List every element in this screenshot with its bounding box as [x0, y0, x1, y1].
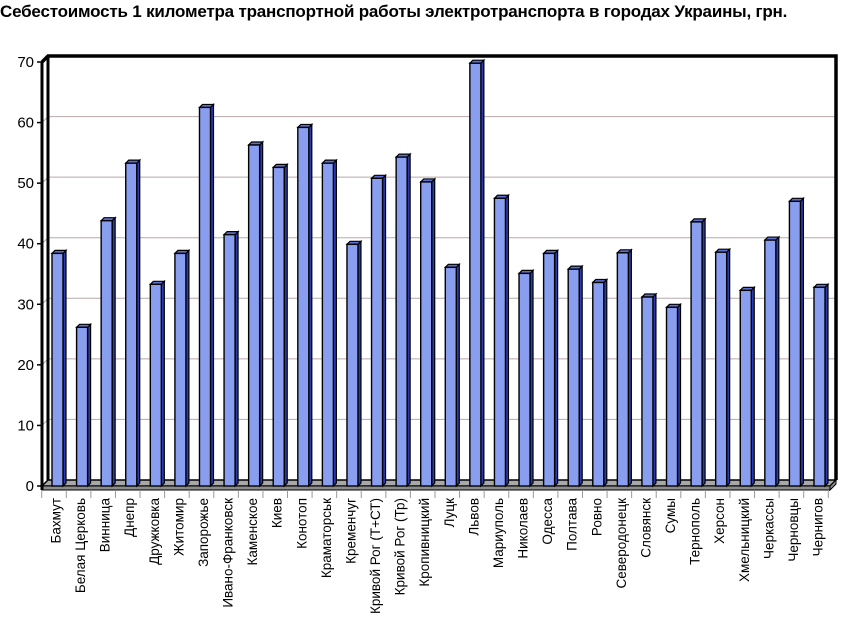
bar: [566, 264, 584, 488]
bar: [148, 279, 166, 488]
bar: [394, 152, 412, 488]
x-tick-label: Черкассы: [761, 498, 776, 559]
bar: [493, 193, 510, 488]
y-tick-label: 50: [17, 175, 34, 192]
x-tick-label: Сумы: [663, 498, 678, 533]
back-wall-border: [40, 54, 838, 480]
x-tick-label: Львов: [466, 498, 481, 536]
floor-side: [829, 478, 837, 492]
bar: [419, 177, 437, 488]
bar: [345, 239, 363, 488]
x-tick-label: Конотоп: [294, 498, 309, 549]
x-tick-label: Краматорськ: [319, 498, 334, 578]
bar: [222, 230, 240, 488]
x-tick-label: Словянск: [638, 498, 653, 558]
y-axis: 0 10 20 30 40 50 60 70: [17, 54, 42, 495]
bar: [665, 302, 682, 488]
bar: [50, 248, 68, 488]
x-tick-label: Кременчуг: [343, 498, 358, 564]
x-tick-label: Черновцы: [786, 498, 801, 562]
x-tick-label: Ивано-Франковск: [221, 498, 236, 608]
chart-frame: [40, 54, 838, 492]
y-tick-label: 20: [17, 357, 34, 374]
bar: [247, 140, 265, 488]
bar: [591, 278, 609, 488]
bar: [99, 216, 117, 488]
bar: [714, 247, 732, 488]
bar: [320, 158, 338, 488]
bar: [689, 217, 707, 488]
bar: [787, 196, 805, 488]
x-tick-label: Чернигов: [811, 498, 826, 556]
y-tick-label: 30: [17, 296, 34, 313]
bar: [124, 158, 142, 488]
x-tick-label: Херсон: [712, 498, 727, 544]
bar: [443, 262, 461, 488]
x-tick-label: Николаев: [516, 498, 531, 559]
y-tick-label: 40: [17, 236, 34, 253]
bar: [173, 248, 191, 488]
bar: [370, 173, 387, 488]
x-tick-label: Хмельницкий: [737, 498, 752, 582]
bar: [75, 322, 93, 488]
bar: [517, 268, 535, 488]
x-tick-label: Дружковка: [147, 498, 162, 565]
x-tick-label: Винница: [98, 498, 113, 553]
x-tick-label: Днепр: [122, 498, 137, 537]
bar: [738, 285, 756, 488]
x-tick-label: Запорожье: [196, 498, 211, 567]
x-tick-label: Кривой Рог (Тр): [393, 498, 408, 595]
y-tick-label: 70: [17, 54, 34, 71]
y-tick-label: 60: [17, 115, 34, 132]
y-tick-label: 0: [26, 478, 34, 495]
y-tick-label: 10: [17, 417, 34, 434]
x-tick-label: Мариуполь: [491, 498, 506, 568]
bar: [198, 102, 215, 488]
x-tick-label: Кропивницкий: [417, 498, 432, 587]
x-tick-label: Северодонецк: [614, 498, 629, 589]
x-tick-label: Бахмут: [49, 498, 64, 543]
x-tick-label: Кривой Рог (Т+СТ): [368, 498, 383, 614]
x-tick-label: Тернополь: [688, 498, 703, 565]
x-tick-label: Житомир: [171, 498, 186, 556]
bar: [812, 282, 830, 488]
x-tick-label: Полтава: [565, 498, 580, 551]
bars: [50, 58, 830, 488]
x-tick-label: Белая Церковь: [73, 498, 88, 593]
bar: [542, 248, 560, 488]
bar: [271, 162, 289, 488]
x-tick-label: Одесса: [540, 498, 555, 545]
bar: [615, 248, 633, 488]
bar: [296, 122, 314, 488]
x-tick-label: Каменское: [245, 498, 260, 565]
x-axis: Бахмут Белая Церковь Винница Днепр Дружковка…: [41, 490, 829, 614]
x-tick-label: Ровно: [589, 498, 604, 536]
x-tick-label: Луцк: [442, 498, 457, 527]
chart-title: Себестоимость 1 километра транспортной р…: [0, 2, 788, 21]
bar: [468, 58, 486, 488]
bar: [640, 292, 658, 488]
x-tick-label: Киев: [270, 498, 285, 528]
bar: [763, 235, 781, 488]
